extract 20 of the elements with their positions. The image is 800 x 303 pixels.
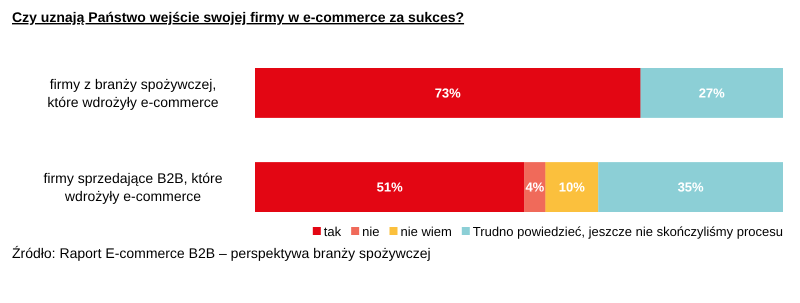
legend-label: nie wiem [400, 224, 452, 239]
data-label: 10% [558, 180, 586, 195]
text: Źródło: Raport E-commerce B2B – perspektywa branży spożywczej [12, 245, 431, 261]
bar [598, 162, 783, 212]
bar [545, 162, 598, 212]
bar [640, 68, 783, 118]
data-label: 35% [678, 180, 704, 195]
bar [255, 162, 524, 212]
data-label: 27% [698, 85, 726, 100]
data-label: 51% [376, 180, 404, 195]
chart-title: Czy uznają Państwo wejście swojej firmy w e-commerce za sukces? [12, 9, 464, 25]
y-tick-label: firmy sprzedające B2B, które wdrożyły e-commerce [44, 170, 223, 204]
legend-label: Trudno powiedzieć, jeszcze nie skończyliśmy procesu [472, 224, 784, 239]
data-label: 4% [525, 180, 545, 195]
data-label: 73% [434, 85, 462, 100]
bar [255, 68, 640, 118]
bar [524, 162, 546, 212]
legend-label: tak [324, 224, 342, 239]
legend-label: nie [362, 224, 380, 239]
y-tick-label: firmy z branży spożywczej, które wdrożyły e-commerce [47, 76, 219, 110]
